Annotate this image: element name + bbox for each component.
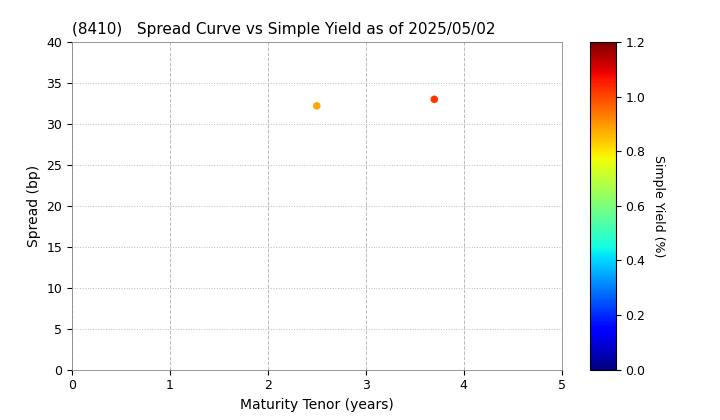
Point	[428, 96, 440, 102]
X-axis label: Maturity Tenor (years): Maturity Tenor (years)	[240, 398, 394, 412]
Y-axis label: Spread (bp): Spread (bp)	[27, 165, 41, 247]
Y-axis label: Simple Yield (%): Simple Yield (%)	[652, 155, 665, 257]
Text: (8410)   Spread Curve vs Simple Yield as of 2025/05/02: (8410) Spread Curve vs Simple Yield as o…	[72, 22, 495, 37]
Point	[311, 102, 323, 109]
